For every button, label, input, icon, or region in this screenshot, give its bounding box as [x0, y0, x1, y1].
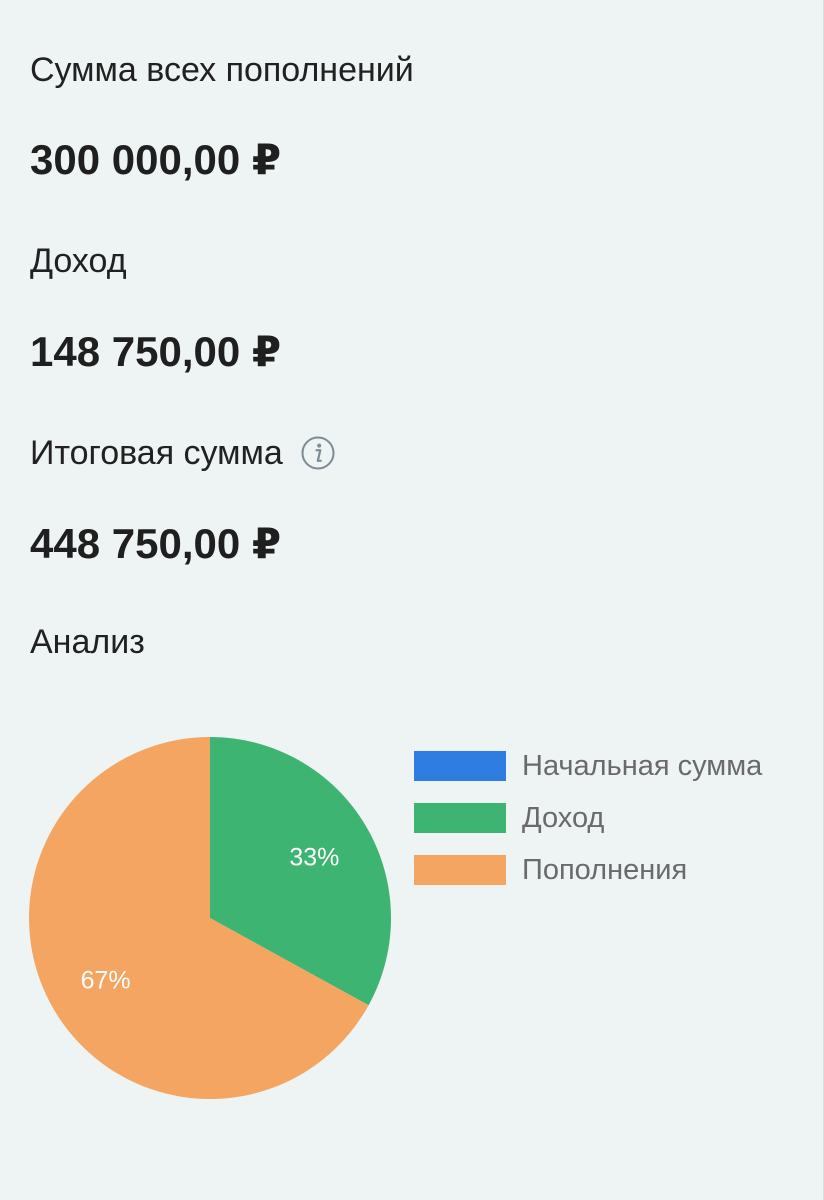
total-sum-value: 448 750,00 ₽: [30, 520, 282, 567]
legend-label-2: Пополнения: [522, 853, 688, 886]
total-sum-label: Итоговая сумма: [30, 434, 283, 472]
legend-swatch-0: [414, 751, 506, 781]
legend-swatch-2: [414, 855, 506, 885]
deposits-sum-label: Сумма всех пополнений: [30, 51, 414, 89]
legend-item-1[interactable]: Доход: [414, 792, 762, 844]
analysis-title: Анализ: [30, 623, 145, 661]
pie-slice-2[interactable]: [29, 737, 369, 1099]
total-sum-row: Итоговая сумма: [30, 433, 335, 473]
pie-chart: 33% 67%: [29, 737, 391, 1099]
income-value: 148 750,00 ₽: [30, 328, 282, 375]
legend-swatch-1: [414, 803, 506, 833]
pie-slice-label-2: 67%: [81, 967, 131, 995]
income-label: Доход: [30, 242, 127, 280]
legend-label-0: Начальная сумма: [522, 749, 763, 782]
chart-legend: Начальная сумма Доход Пополнения: [414, 740, 762, 896]
deposits-sum-value: 300 000,00 ₽: [30, 136, 282, 183]
info-icon[interactable]: [301, 436, 335, 470]
legend-label-1: Доход: [522, 801, 605, 834]
pie-slice-1[interactable]: [210, 737, 391, 1006]
legend-item-2[interactable]: Пополнения: [414, 844, 762, 896]
legend-item-0[interactable]: Начальная сумма: [414, 740, 762, 792]
pie-slice-label-1: 33%: [289, 843, 339, 871]
